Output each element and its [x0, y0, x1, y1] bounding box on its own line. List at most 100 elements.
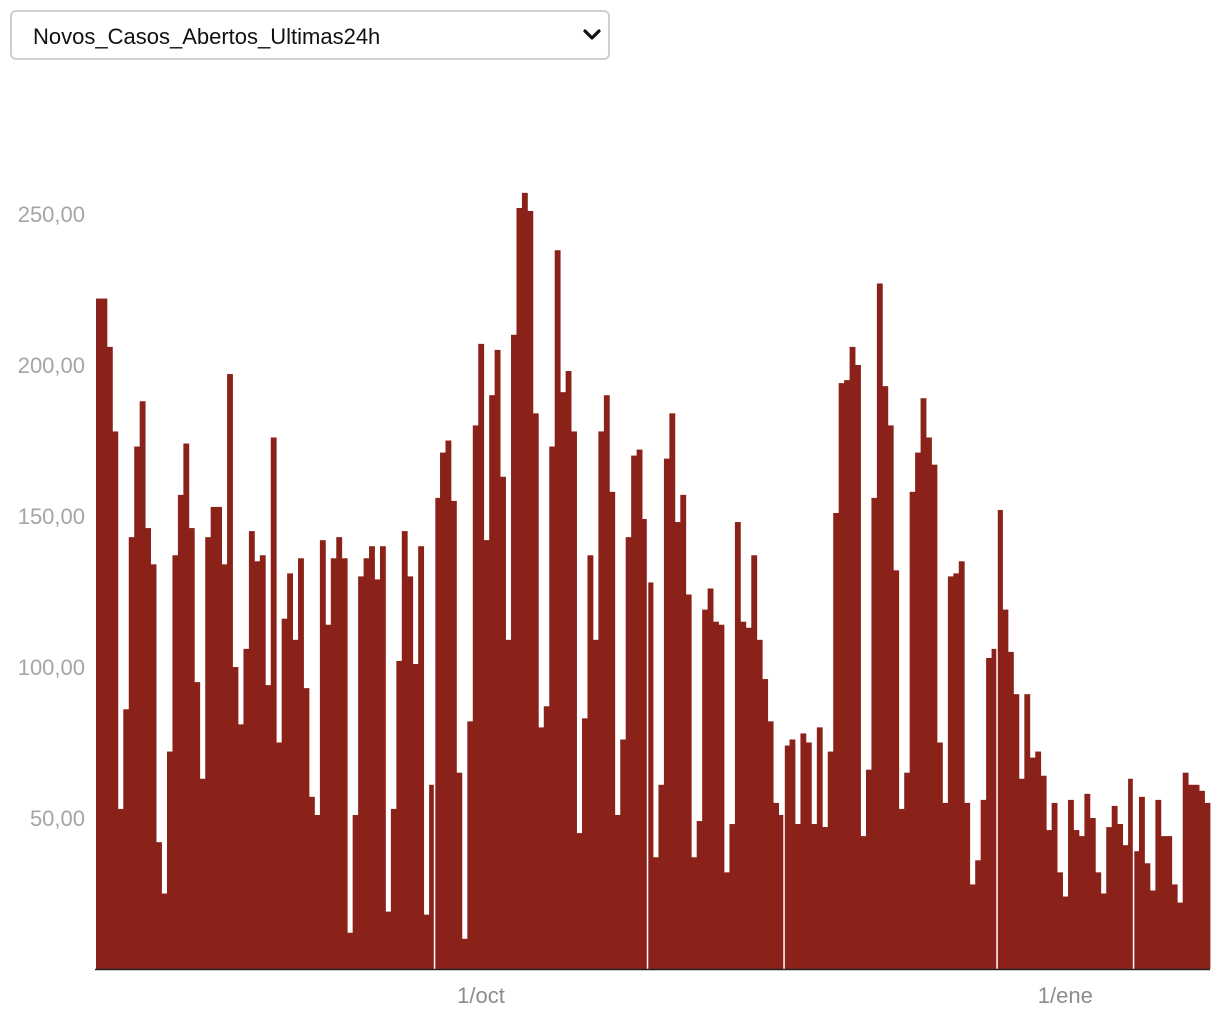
bar [827, 751, 834, 969]
bar [461, 938, 468, 969]
y-tick-label: 250,00 [18, 202, 85, 227]
bar [800, 733, 807, 969]
bar [139, 401, 146, 969]
bar [1144, 863, 1151, 969]
bar [1133, 851, 1140, 969]
bar [893, 570, 900, 969]
bar [500, 476, 506, 969]
bar [407, 576, 414, 969]
bar [991, 648, 998, 969]
bar [270, 437, 277, 970]
bar [734, 522, 741, 969]
bar [876, 283, 883, 970]
bar [1199, 790, 1205, 969]
bar [1013, 694, 1020, 969]
bar [1002, 609, 1009, 969]
bar [1139, 796, 1145, 969]
bar [1029, 757, 1036, 969]
bar [281, 618, 288, 969]
bar [723, 872, 730, 969]
bar [472, 425, 479, 969]
bar [1035, 751, 1042, 969]
bar [221, 564, 228, 969]
bar [625, 537, 632, 969]
bar [347, 932, 354, 969]
bar [778, 814, 785, 969]
bar [844, 380, 850, 970]
bar [101, 298, 108, 969]
bar [434, 497, 441, 969]
bar [156, 842, 162, 969]
bar [1068, 799, 1074, 969]
bar [330, 558, 337, 969]
bar [177, 494, 184, 969]
bar [145, 528, 152, 969]
bar [216, 506, 222, 969]
bar [680, 494, 687, 969]
bar [958, 561, 965, 969]
x-tick-label: 1/oct [457, 983, 505, 1008]
bar [489, 395, 496, 969]
bar [298, 558, 304, 969]
bar [560, 392, 567, 969]
bar [1188, 784, 1195, 969]
bar [96, 298, 102, 969]
bar [123, 709, 130, 969]
bar [964, 802, 971, 969]
bar [1182, 772, 1189, 969]
bar [1122, 845, 1129, 969]
bar [871, 497, 878, 969]
bar [1073, 830, 1080, 969]
bar [374, 579, 381, 969]
bar [603, 395, 610, 969]
bar [516, 207, 523, 969]
bar [1007, 651, 1014, 969]
bar [161, 893, 168, 969]
bar [816, 727, 823, 969]
bar [450, 500, 457, 969]
bar [483, 540, 490, 969]
bar [822, 827, 829, 969]
bar [1057, 872, 1063, 969]
bar [855, 365, 861, 969]
bar [986, 657, 992, 969]
bar [418, 546, 425, 969]
bar [980, 799, 987, 969]
bar [1155, 799, 1162, 969]
bar [762, 679, 769, 969]
bar [527, 210, 534, 970]
bar [243, 648, 250, 969]
bar [445, 440, 452, 969]
bar [314, 814, 321, 969]
bar [532, 413, 539, 969]
bar [997, 509, 1003, 969]
bar [767, 721, 774, 969]
bar [429, 784, 435, 969]
bar [773, 802, 779, 969]
bar [1106, 827, 1113, 969]
bar [784, 745, 790, 969]
bar [598, 431, 605, 969]
bar [1062, 896, 1069, 969]
variable-select[interactable]: Novos_Casos_Abertos_Ultimas24h [10, 10, 610, 60]
bar [713, 621, 719, 969]
bar [942, 802, 949, 969]
bar [811, 824, 818, 969]
bar [352, 814, 359, 969]
bar [691, 857, 698, 969]
y-tick-label: 150,00 [18, 504, 85, 529]
bar [172, 555, 179, 969]
bar [538, 727, 545, 969]
bar [134, 446, 141, 969]
bar [920, 398, 927, 970]
bar [205, 537, 212, 969]
bar [183, 443, 190, 969]
bar [369, 546, 375, 969]
bar [259, 555, 266, 969]
bar [478, 343, 485, 969]
bar [663, 458, 670, 969]
bar [188, 528, 195, 969]
bar [117, 808, 124, 969]
bar [805, 742, 812, 969]
